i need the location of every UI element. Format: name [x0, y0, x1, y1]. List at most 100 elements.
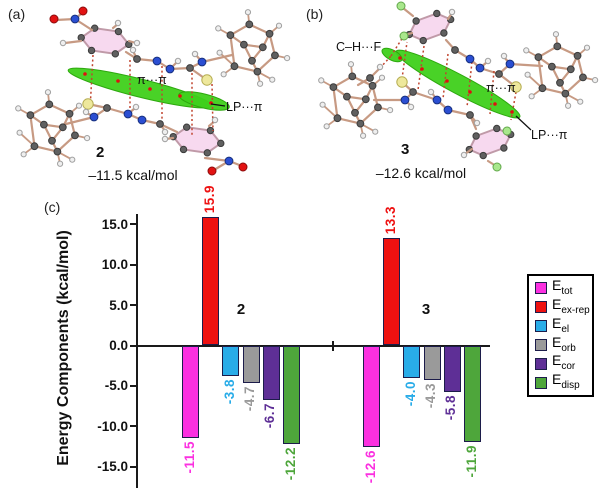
hydrogen-atom — [524, 71, 531, 78]
carbon-atom — [182, 123, 191, 131]
x-axis-line — [136, 344, 490, 347]
carbon-atom — [87, 46, 96, 55]
carbon-atom — [561, 89, 570, 98]
critical-point-dot — [116, 79, 120, 83]
carbon-atom — [30, 142, 39, 151]
hydrogen-atom — [59, 39, 67, 47]
carbon-atom — [493, 124, 501, 133]
adamantane-cage — [523, 31, 599, 109]
carbon-atom — [248, 56, 256, 65]
carbon-atom — [265, 29, 274, 38]
carbon-atom — [329, 83, 338, 92]
hydrogen-atom — [360, 132, 367, 139]
hydrogen-atom — [378, 74, 386, 81]
compound-label-3: 3 — [401, 141, 410, 158]
oxygen-atom — [238, 162, 248, 172]
hydrogen-atom — [552, 31, 560, 38]
hydrogen-atom — [269, 76, 276, 83]
fluorine-atom — [396, 1, 406, 11]
legend-label-E_orb: Eorb — [552, 333, 576, 354]
noncovalent-contact-line — [417, 45, 425, 91]
sulfur-atom — [82, 98, 94, 110]
adamantane-cage — [318, 61, 394, 139]
y-tick — [130, 304, 137, 307]
hydrogen-atom — [16, 129, 23, 136]
bar-E_orb-group-3 — [423, 345, 441, 381]
legend-item-E_el: Eel — [535, 316, 592, 335]
hydrogen-atom — [15, 105, 22, 112]
carbon-atom — [217, 139, 225, 148]
adamantane-cage — [215, 9, 291, 87]
nitrogen-atom — [123, 109, 133, 119]
legend-item-E_cor: Ecor — [535, 352, 592, 373]
bar-value-E_orb-group-3: -4.3 — [423, 383, 439, 409]
bar-E_tot-group-2 — [182, 345, 199, 439]
legend-swatch-E_orb — [535, 338, 547, 351]
molecule-3-illustration — [318, 1, 599, 172]
nitrogen-atom — [432, 95, 442, 105]
critical-point-dot — [83, 72, 87, 76]
carbon-atom — [90, 24, 99, 32]
nitrogen-atom — [89, 112, 99, 122]
bar-E_ex-rep-group-3 — [383, 238, 401, 346]
hydrogen-atom — [427, 88, 435, 96]
critical-point-dot — [510, 110, 514, 114]
bar-value-E_tot-group-3: -12.6 — [362, 450, 378, 484]
ch-f-annotation-b: C–H···F — [336, 40, 382, 54]
carbon-atom — [156, 120, 164, 128]
carbon-atom — [472, 132, 480, 140]
legend-item-E_tot: Etot — [535, 277, 592, 297]
hydrogen-atom — [484, 57, 492, 65]
legend-swatch-E_disp — [535, 376, 547, 389]
y-tick-label: 0.0 — [109, 338, 128, 353]
annotation-leader-line — [210, 103, 226, 107]
noncovalent-contact-line — [401, 41, 408, 80]
carbon-atom — [226, 31, 235, 40]
carbon-atom — [433, 9, 441, 18]
legend-swatch-E_el — [535, 320, 547, 333]
x-axis-midpoint-tick — [332, 340, 334, 351]
carbon-atom — [351, 108, 359, 117]
hydrogen-atom — [577, 98, 584, 105]
molecule-2-illustration — [15, 6, 291, 176]
hydrogen-atom — [407, 103, 415, 111]
oxygen-atom — [78, 6, 88, 16]
panel-c-letter: (c) — [44, 199, 61, 215]
noncovalent-contact-line — [442, 53, 449, 100]
carbon-atom — [573, 51, 582, 60]
y-tick-label: -5.0 — [104, 378, 128, 394]
legend-label-E_ex-rep: Eex-rep — [552, 295, 590, 316]
carbon-atom — [26, 111, 35, 120]
hydrogen-atom — [523, 47, 530, 54]
hydrogen-atom — [161, 135, 169, 143]
hydrogen-atom — [318, 77, 325, 84]
bar-value-E_el-group-3: -4.0 — [402, 380, 418, 407]
nitrogen-atom — [224, 156, 234, 166]
legend-item-E_disp: Edisp — [535, 372, 592, 392]
hydrogen-atom — [347, 61, 355, 68]
hydrogen-atom — [284, 55, 291, 62]
legend-label-E_tot: Etot — [552, 277, 573, 297]
hydrogen-atom — [376, 63, 384, 71]
carbon-atom — [409, 88, 417, 96]
carbon-atom — [579, 73, 587, 82]
critical-point-dot — [445, 79, 449, 83]
carbon-atom — [179, 145, 188, 154]
y-tick — [130, 465, 137, 468]
hydrogen-atom — [129, 46, 137, 54]
carbon-atom — [103, 104, 111, 112]
energy-value-3: –12.6 kcal/mol — [375, 165, 467, 181]
y-tick-label: 15.0 — [101, 216, 128, 232]
nitrogen-atom — [400, 95, 410, 105]
nitrogen-atom — [152, 56, 162, 66]
nitrogen-atom — [443, 105, 453, 115]
hydrogen-atom — [257, 80, 264, 87]
carbon-atom — [111, 50, 120, 58]
hydrogen-atom — [114, 19, 122, 27]
hydrogen-atom — [460, 151, 468, 159]
hydrogen-atom — [75, 102, 83, 109]
legend-label-E_cor: Ecor — [552, 352, 576, 373]
bar-E_cor-group-3 — [443, 345, 461, 393]
bar-value-E_cor-group-2: -6.7 — [262, 402, 278, 428]
